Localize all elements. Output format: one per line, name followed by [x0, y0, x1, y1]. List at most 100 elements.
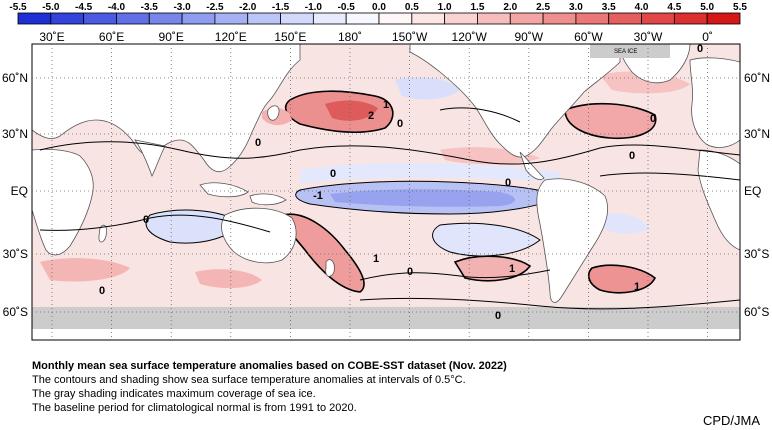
longitude-label: 120˚E	[215, 30, 247, 44]
latitude-label: EQ	[744, 184, 761, 198]
land-new-zealand	[325, 259, 335, 277]
north-atlantic-warm-anomaly	[564, 102, 657, 140]
caption-line-1: The contours and shading show sea surfac…	[32, 374, 466, 386]
south-pacific-warm-anomaly	[453, 255, 532, 282]
colorbar-tick-label: -5.0	[42, 2, 60, 13]
caption-line-2: The gray shading indicates maximum cover…	[32, 388, 316, 400]
north-pacific-warm-core	[325, 100, 378, 121]
contour-label: 1	[383, 99, 389, 111]
longitude-label: 90˚W	[514, 30, 543, 44]
contour-label: 1	[634, 281, 640, 293]
longitude-label: 90˚E	[159, 30, 184, 44]
map-frame	[31, 43, 741, 341]
southeast-indian-warm	[195, 269, 262, 289]
sea-ice-shading	[32, 307, 740, 329]
contour-label: 0	[407, 266, 413, 278]
north-pacific-cool-patch	[395, 77, 460, 100]
colorbar-swatches	[17, 12, 741, 25]
sst-anomaly-map: 30˚E 60˚E 90˚E 120˚E 150˚E 180˚ 150˚W 120˚W 90˚W…	[2, 30, 770, 341]
colorbar-tick-label: -5.5	[9, 2, 27, 13]
longitude-label: 150˚W	[392, 30, 428, 44]
colorbar-tick-label: 2.5	[536, 2, 550, 13]
south-atlantic-warm-anomaly	[587, 264, 657, 294]
colorbar-tick-label: -2.0	[239, 2, 257, 13]
latitude-label: 30˚N	[744, 127, 770, 141]
contour-label: 0	[330, 168, 336, 180]
land-australia	[221, 207, 297, 264]
colorbar-tick-label: 2.0	[503, 2, 517, 13]
contour-label: 0	[629, 150, 635, 162]
contour-label: -1	[313, 190, 323, 202]
zero-contours	[39, 107, 740, 310]
land-maritime-continent	[199, 182, 287, 206]
longitude-label: 60˚E	[99, 30, 124, 44]
latitude-label: 30˚S	[744, 247, 769, 261]
land-europe	[689, 57, 740, 148]
contour-label: 1	[373, 253, 379, 265]
land-north-america	[409, 44, 621, 158]
land-africa	[32, 148, 94, 256]
latitude-label: 60˚N	[2, 71, 28, 85]
latitude-label: 60˚N	[744, 71, 770, 85]
longitude-label: 30˚E	[39, 30, 64, 44]
land-japan	[267, 105, 280, 121]
contour-label: 0	[143, 214, 149, 226]
graticule	[32, 44, 740, 340]
colorbar-tick-label: -1.5	[272, 2, 290, 13]
credit: CPD/JMA	[702, 413, 760, 428]
land-eurasia	[32, 44, 301, 173]
colorbar-tick-label: -4.5	[75, 2, 93, 13]
colorbar: -5.5 -5.0 -4.5 -4.0 -3.5 -3.0 -2.5 -2.0 -1.5 -1.0…	[9, 2, 747, 25]
latitude-label: 60˚S	[3, 305, 28, 319]
latitude-labels-left: 60˚N 30˚N EQ 30˚S 60˚S	[2, 71, 28, 319]
latitude-label: EQ	[11, 184, 28, 198]
contour-label: 0	[397, 118, 403, 130]
longitude-label: 150˚E	[274, 30, 306, 44]
colorbar-tick-label: -3.0	[173, 2, 191, 13]
land-south-america	[536, 178, 609, 303]
latitude-label: 60˚S	[744, 305, 769, 319]
land-central-america	[519, 151, 545, 180]
longitude-label: 30˚W	[634, 30, 663, 44]
colorbar-tick-label: 0.5	[405, 2, 419, 13]
colorbar-tick-label: 3.5	[602, 2, 616, 13]
latitude-labels-right: 60˚N 30˚N EQ 30˚S 60˚S	[744, 71, 770, 319]
colorbar-tick-label: -0.5	[338, 2, 356, 13]
colorbar-tick-label: 3.0	[569, 2, 583, 13]
sea-ice-label: SEA ICE	[614, 49, 637, 55]
land-madagascar	[98, 224, 107, 243]
caption-line-3: The baseline period for climatological n…	[32, 402, 357, 414]
longitude-label: 120˚W	[452, 30, 488, 44]
colorbar-tick-label: 1.5	[471, 2, 485, 13]
colorbar-tick-labels: -5.5 -5.0 -4.5 -4.0 -3.5 -3.0 -2.5 -2.0 -1.5 -1.0…	[9, 2, 747, 13]
contour-label: 1	[509, 263, 515, 275]
southern-indian-warm-anomaly	[40, 258, 130, 282]
colorbar-tick-label: -2.5	[206, 2, 224, 13]
contour-label: 0	[697, 43, 703, 55]
latitude-label: 30˚N	[2, 127, 28, 141]
land	[32, 44, 740, 340]
colorbar-swatch	[706, 12, 741, 25]
colorbar-tick-label: -4.0	[108, 2, 126, 13]
land-antarctica	[32, 327, 740, 340]
tropical-pacific-cool-band	[300, 162, 560, 184]
contour-label: 0	[495, 310, 501, 322]
colorbar-tick-label: 5.0	[700, 2, 714, 13]
colorbar-tick-label: -3.5	[141, 2, 159, 13]
contour-label: 0	[650, 113, 656, 125]
colorbar-tick-label: 4.5	[667, 2, 681, 13]
land-india	[134, 139, 166, 178]
colorbar-tick-label: 0.0	[372, 2, 386, 13]
colorbar-tick-label: 1.0	[438, 2, 452, 13]
longitude-label: 60˚W	[574, 30, 603, 44]
longitude-label: 180˚	[338, 30, 362, 44]
sea-ice-shading-north	[590, 44, 670, 58]
equatorial-pacific-cool-core	[330, 189, 515, 207]
south-atlantic-cool-patch	[600, 213, 650, 234]
colorbar-tick-label: 5.5	[733, 2, 747, 13]
latitude-label: 30˚S	[3, 247, 28, 261]
longitude-label: 0˚	[702, 30, 713, 44]
south-pacific-cool-anomaly	[432, 222, 541, 257]
contour-label: 0	[99, 285, 105, 297]
